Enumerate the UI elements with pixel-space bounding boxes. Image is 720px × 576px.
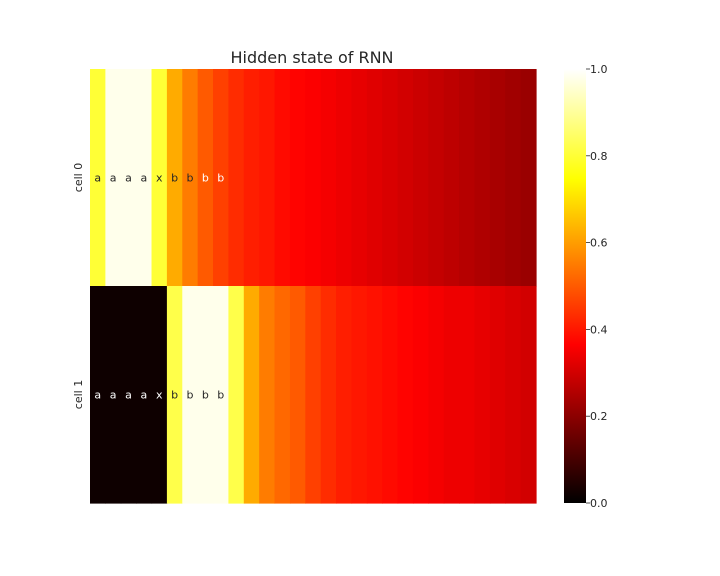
heatmap-cell-r0-c13 (289, 69, 306, 287)
cell-annotation-r1-c4: x (156, 389, 163, 402)
heatmap-cell-r1-c11 (259, 286, 276, 504)
heatmap-cell-r0-c28 (520, 69, 537, 287)
colorbar-tick-label-5: 1.0 (590, 63, 608, 76)
colorbar-tick-label-4: 0.8 (590, 150, 608, 163)
heatmap-cell-r1-c17 (351, 286, 368, 504)
heatmap-cell-r1-c21 (412, 286, 429, 504)
cell-annotations: a a a a x b b b ba a a a x b b b b (94, 172, 224, 402)
heatmap-cells (90, 69, 537, 504)
heatmap-cell-r1-c23 (443, 286, 460, 504)
cell-annotation-r1-c3: a (140, 389, 147, 402)
heatmap-cell-r0-c21 (412, 69, 429, 287)
cell-annotation-r0-c6: b (186, 172, 193, 185)
heatmap-cell-r1-c19 (382, 286, 399, 504)
heatmap-cell-r1-c13 (289, 286, 306, 504)
heatmap-cell-r0-c6 (182, 69, 199, 287)
heatmap-cell-r0-c27 (505, 69, 522, 287)
heatmap-cell-r0-c4 (151, 69, 168, 287)
cell-annotation-r0-c5: b (171, 172, 178, 185)
heatmap-cell-r1-c6 (182, 286, 199, 504)
heatmap-cell-r0-c23 (443, 69, 460, 287)
colorbar (564, 69, 586, 503)
heatmap-cell-r0-c19 (382, 69, 399, 287)
heatmap-cell-r1-c26 (489, 286, 506, 504)
heatmap-cell-r1-c3 (136, 286, 153, 504)
heatmap-cell-r1-c16 (336, 286, 353, 504)
heatmap-cell-r0-c10 (243, 69, 260, 287)
heatmap-cell-r1-c14 (305, 286, 322, 504)
heatmap-cell-r0-c25 (474, 69, 491, 287)
heatmap-cell-r1-c24 (459, 286, 476, 504)
cell-annotation-r0-c1: a (110, 172, 117, 185)
cell-annotation-r0-c4: x (156, 172, 163, 185)
row-label-1: cell 1 (72, 380, 85, 409)
chart-title: Hidden state of RNN (230, 48, 393, 67)
heatmap-cell-r1-c4 (151, 286, 168, 504)
heatmap-cell-r0-c26 (489, 69, 506, 287)
row-label-0: cell 0 (72, 163, 85, 192)
heatmap-cell-r0-c12 (274, 69, 291, 287)
heatmap-cell-r1-c2 (120, 286, 137, 504)
heatmap-cell-r1-c25 (474, 286, 491, 504)
colorbar-tick-label-2: 0.4 (590, 323, 608, 336)
cell-annotation-r1-c7: b (202, 389, 209, 402)
cell-annotation-r1-c6: b (186, 389, 193, 402)
row-labels: cell 0 cell 1 (72, 163, 85, 409)
cell-annotation-r0-c7: b (202, 172, 209, 185)
colorbar-tick-label-1: 0.2 (590, 410, 608, 423)
heatmap-cell-r1-c9 (228, 286, 245, 504)
cell-annotation-r1-c0: a (94, 389, 101, 402)
cell-annotation-r0-c3: a (140, 172, 147, 185)
heatmap-cell-r1-c22 (428, 286, 445, 504)
heatmap-cell-r0-c24 (459, 69, 476, 287)
cell-annotation-r0-c0: a (94, 172, 101, 185)
heatmap-cell-r0-c17 (351, 69, 368, 287)
colorbar-tick-label-3: 0.6 (590, 237, 608, 250)
cell-annotation-r1-c2: a (125, 389, 132, 402)
heatmap-cell-r1-c18 (366, 286, 383, 504)
heatmap-cell-r0-c11 (259, 69, 276, 287)
heatmap-cell-r1-c27 (505, 286, 522, 504)
heatmap-cell-r1-c0 (90, 286, 106, 504)
heatmap-cell-r0-c8 (213, 69, 230, 287)
heatmap-cell-r0-c5 (166, 69, 183, 287)
heatmap-cell-r1-c28 (520, 286, 537, 504)
heatmap-cell-r0-c7 (197, 69, 214, 287)
heatmap-cell-r1-c7 (197, 286, 214, 504)
heatmap-cell-r1-c8 (213, 286, 230, 504)
heatmap-cell-r0-c0 (90, 69, 106, 287)
heatmap-cell-r1-c12 (274, 286, 291, 504)
heatmap-cell-r0-c9 (228, 69, 245, 287)
heatmap-cell-r0-c14 (305, 69, 322, 287)
heatmap-cell-r0-c2 (120, 69, 137, 287)
heatmap-cell-r0-c1 (105, 69, 122, 287)
colorbar-tick-label-0: 0.0 (590, 497, 608, 510)
heatmap-cell-r0-c3 (136, 69, 153, 287)
cell-annotation-r1-c5: b (171, 389, 178, 402)
cell-annotation-r0-c2: a (125, 172, 132, 185)
heatmap-cell-r0-c15 (320, 69, 337, 287)
heatmap-cell-r1-c10 (243, 286, 260, 504)
heatmap-cell-r0-c20 (397, 69, 414, 287)
cell-annotation-r1-c8: b (217, 389, 224, 402)
heatmap-cell-r0-c16 (336, 69, 353, 287)
heatmap-cell-r0-c18 (366, 69, 383, 287)
heatmap-cell-r1-c15 (320, 286, 337, 504)
cell-annotation-r0-c8: b (217, 172, 224, 185)
heatmap-cell-r1-c1 (105, 286, 122, 504)
cell-annotation-r1-c1: a (110, 389, 117, 402)
heatmap-cell-r0-c22 (428, 69, 445, 287)
colorbar-ticks: 0.0 0.2 0.4 0.6 0.8 1.0 (586, 63, 608, 510)
heatmap-cell-r1-c5 (166, 286, 183, 504)
heatmap-cell-r1-c20 (397, 286, 414, 504)
